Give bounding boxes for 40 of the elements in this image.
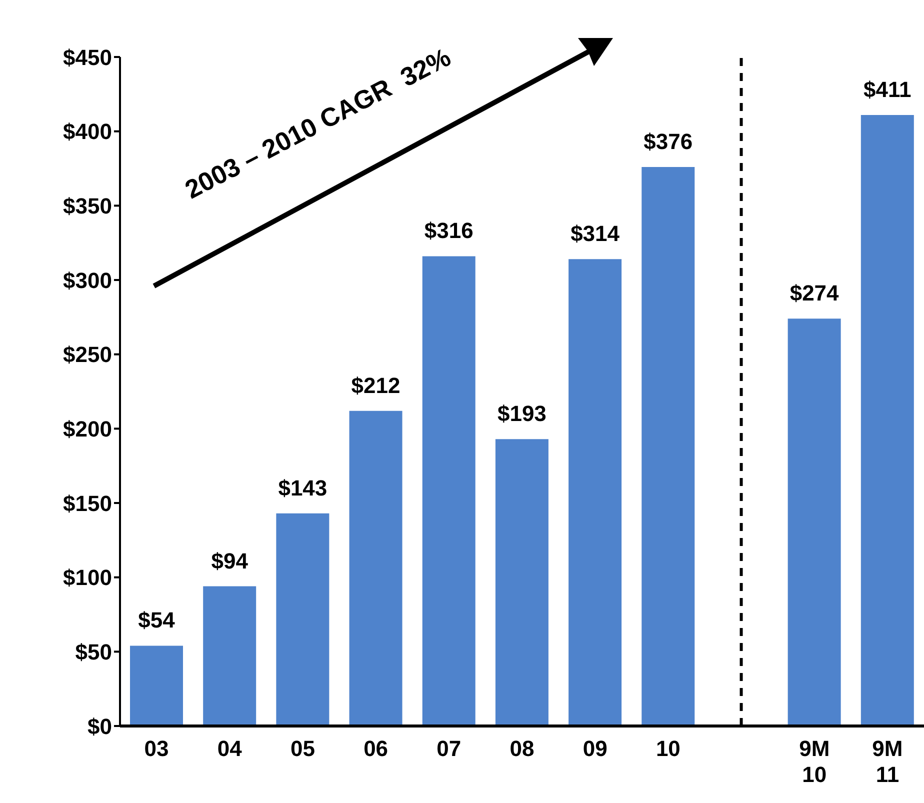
- data-label: $143: [278, 475, 328, 500]
- data-label: $376: [644, 129, 693, 154]
- y-tick-label: $350: [63, 193, 112, 218]
- x-tick-label: 10: [656, 736, 680, 761]
- data-label: $94: [211, 548, 249, 574]
- data-label: $193: [497, 401, 546, 426]
- data-label: $212: [351, 372, 400, 398]
- y-tick-label: $150: [63, 490, 112, 516]
- data-label: $411: [864, 76, 912, 102]
- x-tick-label: 08: [510, 736, 534, 761]
- data-label: $54: [138, 608, 176, 633]
- y-tick-label: $200: [63, 416, 112, 442]
- x-tick-label: 06: [364, 736, 388, 761]
- y-tick-label: $450: [63, 44, 112, 70]
- bar: [422, 256, 476, 726]
- x-tick-label: 04: [217, 736, 243, 761]
- bar: [495, 439, 548, 726]
- x-tick-label: 07: [436, 736, 462, 761]
- bar: [130, 646, 183, 726]
- x-tick-label: 9M 11: [872, 736, 903, 787]
- y-tick-label: $400: [63, 119, 112, 144]
- data-label: $314: [570, 221, 620, 246]
- bar: [349, 410, 402, 726]
- bar: [860, 114, 914, 726]
- bar: [276, 513, 330, 726]
- data-label: $316: [424, 218, 474, 244]
- y-tick-label: $50: [75, 639, 112, 664]
- x-tick-label: 03: [144, 736, 169, 761]
- y-tick-label: $250: [63, 342, 112, 368]
- x-tick-label: 09: [582, 736, 608, 761]
- bar: [568, 259, 622, 726]
- x-tick-label: 9M 10: [799, 736, 830, 787]
- y-tick-label: $0: [88, 714, 112, 739]
- x-tick-label: 05: [290, 736, 315, 761]
- y-tick-label: $100: [63, 565, 112, 590]
- bar: [203, 586, 256, 726]
- bar: [788, 318, 841, 726]
- data-label: $274: [790, 280, 840, 306]
- bar: [642, 167, 695, 726]
- y-tick-label: $300: [63, 268, 112, 293]
